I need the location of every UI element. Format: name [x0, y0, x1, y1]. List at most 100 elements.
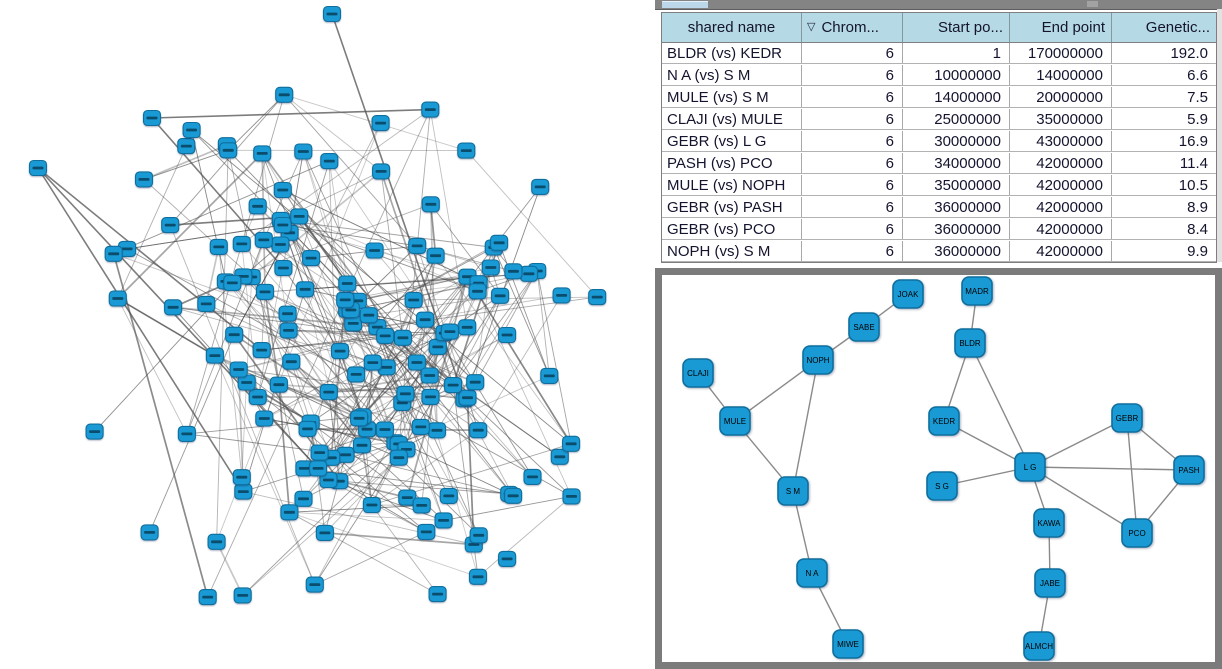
- table-cell: BLDR (vs) KEDR: [662, 43, 802, 63]
- network-node-JOAK[interactable]: [892, 279, 924, 309]
- network-edge: [477, 496, 572, 578]
- network-node-SABE[interactable]: [848, 312, 880, 342]
- node-label-illegible: [277, 188, 289, 192]
- network-node-SG[interactable]: [926, 471, 958, 501]
- column-header-shared-name[interactable]: shared name: [662, 13, 802, 42]
- table-cell: 16.9: [1178, 132, 1208, 150]
- network-edge: [225, 281, 406, 395]
- table-cell: 6: [802, 109, 903, 129]
- network-edge: [282, 189, 479, 284]
- large-network-canvas[interactable]: [0, 0, 653, 669]
- column-header-chromosome[interactable]: ▽ Chrom...: [802, 13, 903, 42]
- network-node-NA[interactable]: [796, 558, 828, 588]
- network-node-MULE[interactable]: [719, 406, 751, 436]
- network-edge: [169, 224, 316, 585]
- node-label-illegible: [430, 254, 442, 258]
- node-label-illegible: [565, 442, 577, 446]
- node-label-illegible: [361, 427, 373, 431]
- node-label-illegible: [200, 302, 212, 306]
- node-label-illegible: [226, 281, 238, 285]
- network-edge: [283, 94, 382, 172]
- network-node-SM[interactable]: [777, 476, 809, 506]
- network-edge: [350, 273, 529, 311]
- table-cell: CLAJI (vs) MULE: [662, 109, 802, 129]
- table-row[interactable]: BLDR (vs) KEDR 6 1 170000000 192.0: [662, 43, 1216, 64]
- filter-icon[interactable]: ▽: [807, 21, 816, 33]
- node-label-illegible: [397, 336, 409, 340]
- table-cell: MULE (vs) NOPH: [662, 175, 802, 195]
- node-label-illegible: [237, 594, 249, 597]
- network-edge: [289, 504, 422, 513]
- node-label-illegible: [256, 152, 268, 155]
- table-row[interactable]: GEBR (vs) PCO 6 36000000 42000000 8.4: [662, 219, 1216, 240]
- network-node-MIWE[interactable]: [832, 629, 864, 659]
- network-node-MADR[interactable]: [961, 276, 993, 306]
- table-row[interactable]: PASH (vs) PCO 6 34000000 42000000 11.4: [662, 153, 1216, 174]
- table-cell: 42000000: [1010, 219, 1112, 239]
- network-edge-BLDR-LG[interactable]: [969, 342, 1031, 468]
- node-label-illegible: [431, 428, 443, 432]
- table-cell: GEBR (vs) PCO: [662, 219, 802, 239]
- network-edge: [444, 332, 533, 478]
- network-edge-LG-GEBR[interactable]: [1029, 417, 1128, 468]
- table-row[interactable]: GEBR (vs) L G 6 30000000 43000000 16.9: [662, 131, 1216, 152]
- node-label-illegible: [164, 223, 176, 227]
- table-cell: 6: [802, 131, 903, 151]
- table-cell: 42000000: [1010, 197, 1112, 217]
- column-header-end-point[interactable]: End point: [1010, 13, 1112, 42]
- network-node-KEDR[interactable]: [928, 406, 960, 436]
- network-node-KAWA[interactable]: [1033, 508, 1065, 538]
- table-row[interactable]: N A (vs) S M 6 10000000 14000000 6.6: [662, 65, 1216, 86]
- network-node-BLDR[interactable]: [954, 328, 986, 358]
- network-edge: [290, 361, 321, 453]
- node-label-illegible: [352, 299, 364, 303]
- column-header-label: shared name: [687, 19, 776, 36]
- network-edge-LG-PCO[interactable]: [1029, 466, 1138, 534]
- table-cell: 14000000: [903, 87, 1010, 107]
- network-edge-NOPH-SM[interactable]: [792, 359, 819, 492]
- node-label-illegible: [415, 425, 427, 429]
- column-header-start-point[interactable]: Start po...: [903, 13, 1010, 42]
- node-label: ALMCH: [1025, 642, 1053, 651]
- table-row[interactable]: CLAJI (vs) MULE 6 25000000 35000000 5.9: [662, 109, 1216, 130]
- table-row[interactable]: MULE (vs) NOPH 6 35000000 42000000 10.5: [662, 175, 1216, 196]
- table-row[interactable]: NOPH (vs) S M 6 36000000 42000000 9.9: [662, 241, 1216, 262]
- network-node-GEBR[interactable]: [1111, 403, 1143, 433]
- network-edge: [264, 291, 476, 383]
- table-row[interactable]: MULE (vs) S M 6 14000000 20000000 7.5: [662, 87, 1216, 108]
- network-node-ALMCH[interactable]: [1023, 631, 1055, 661]
- network-edge: [215, 541, 244, 596]
- table-horizontal-scrollbar[interactable]: [655, 0, 1222, 10]
- network-node-PASH[interactable]: [1173, 455, 1205, 485]
- node-label-illegible: [144, 531, 156, 534]
- scrollbar-thumb[interactable]: [662, 1, 708, 8]
- table-cell: 6: [802, 87, 903, 107]
- network-edge: [288, 329, 445, 334]
- node-label-illegible: [444, 330, 456, 333]
- table-body: BLDR (vs) KEDR 6 1 170000000 192.0 N A (vs) S…: [662, 43, 1216, 262]
- network-node-JABE[interactable]: [1034, 568, 1066, 598]
- scrollbar-block[interactable]: [1087, 1, 1098, 7]
- node-label: MADR: [965, 287, 989, 296]
- network-edge: [264, 337, 404, 419]
- subnetwork-canvas[interactable]: JOAK SABE NOPH CLAJI MULE S M N A MIWE MADR BLDR K…: [662, 275, 1215, 662]
- network-edge: [328, 160, 445, 334]
- node-label-illegible: [472, 428, 484, 432]
- node-label-illegible: [419, 318, 431, 322]
- node-label-illegible: [299, 287, 311, 291]
- network-edge: [304, 289, 347, 455]
- network-node-CLAJI[interactable]: [682, 358, 714, 388]
- network-node-NOPH[interactable]: [802, 345, 834, 375]
- node-label-illegible: [326, 12, 338, 16]
- network-edge-LG-PASH[interactable]: [1029, 466, 1190, 471]
- network-edge: [299, 215, 478, 292]
- network-edge: [401, 109, 431, 403]
- column-header-genetic[interactable]: Genetic...: [1112, 13, 1216, 42]
- network-node-PCO[interactable]: [1121, 518, 1153, 548]
- table-row[interactable]: GEBR (vs) PASH 6 36000000 42000000 8.9: [662, 197, 1216, 218]
- network-edge: [452, 270, 538, 386]
- network-node-LG[interactable]: [1014, 452, 1046, 482]
- network-edge: [339, 480, 408, 499]
- network-edge-GEBR-PCO[interactable]: [1126, 417, 1138, 534]
- network-edge: [227, 150, 304, 499]
